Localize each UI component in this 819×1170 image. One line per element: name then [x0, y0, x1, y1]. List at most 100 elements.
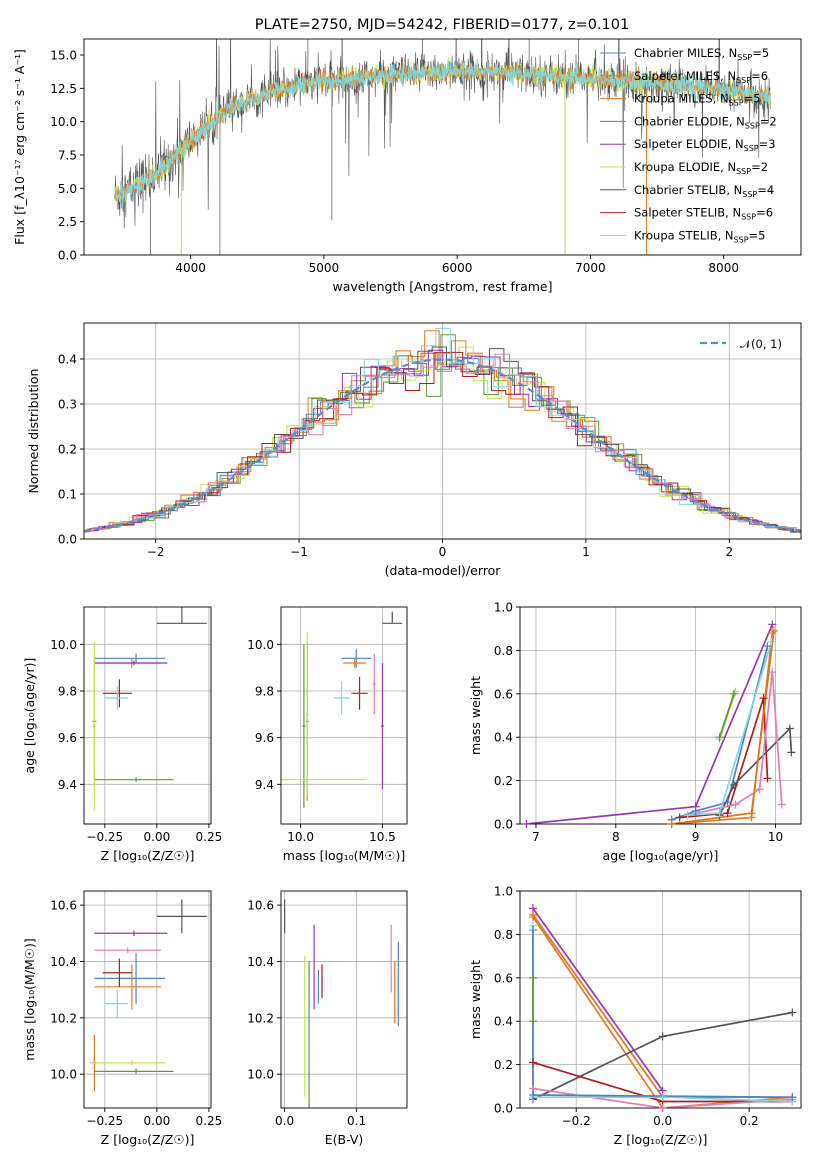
legend-model-name: Chabrier ELODIE: [634, 114, 729, 128]
legend-n-value: 5: [753, 92, 760, 106]
x-tick-label: 4000: [175, 261, 206, 275]
weight-point-marker: [788, 1008, 797, 1017]
y-tick-label: 7.5: [58, 149, 77, 163]
legend-equals: =: [757, 183, 767, 197]
y-tick-label: 0.2: [494, 774, 513, 788]
y-tick-label: 9.6: [255, 731, 274, 745]
y-tick-label: 10.4: [247, 955, 274, 969]
weight-point-marker: [787, 748, 796, 757]
weight-point-marker: [528, 1017, 537, 1026]
axes-frame: [280, 890, 408, 1109]
y-tick-label: 1.0: [494, 601, 513, 615]
weight-vs-metallicity-panel: −0.2 0.0 0.2 0.0 0.2 0.4 0.6 0.8 1.0 Z [log₁₀(Z/Z…: [468, 885, 802, 1147]
y-tick-label: 10.0: [50, 638, 77, 652]
x-axis-label: age [log₁₀(age/yr)]: [603, 848, 719, 863]
x-tick-label: −0.25: [86, 830, 123, 844]
legend-equals: =: [751, 69, 761, 83]
weight-point-marker: [767, 637, 776, 646]
weight-point-marker: [729, 689, 738, 698]
legend-equals: =: [744, 92, 754, 106]
y-tick-label: 0.0: [494, 818, 513, 832]
legend-n-label: , N: [726, 183, 742, 197]
weight-series-line: [532, 907, 664, 1092]
legend-subscript: SSP: [729, 99, 744, 108]
legend-equals: =: [756, 206, 766, 220]
axes-frame: [280, 606, 408, 825]
axes-frame: [83, 38, 802, 256]
x-tick-label: 2: [725, 545, 733, 559]
legend-model-name: Kroupa ELODIE: [634, 160, 720, 174]
residual-histogram-panel: −2 −1 0 1 2 0.0 0.1 0.2 0.3 0.4 (data-model)/error…: [26, 322, 802, 578]
mass-vs-extinction-panel: 0.0 0.1 10.0 10.2 10.4 10.6 E(B-V): [247, 890, 408, 1147]
axes-frame: [83, 890, 212, 1109]
mass-vs-metallicity-panel: −0.25 0.00 0.25 10.0 10.2 10.4 10.6 Z [log₁₀(Z/…: [22, 890, 223, 1147]
legend-subscript: SSP: [741, 213, 756, 222]
legend-n-label: , N: [720, 69, 736, 83]
weight-point-marker: [658, 1104, 667, 1112]
legend-subscript: SSP: [734, 235, 749, 244]
y-tick-label: 0.4: [494, 731, 513, 745]
spectrum-panel: 4000 5000 6000 7000 8000 0.0 2.5 5.0 7.5 10.0 12.5…: [12, 38, 802, 294]
y-tick-label: 10.2: [247, 1011, 274, 1025]
plot-area: [526, 624, 793, 824]
y-tick-label: 10.2: [50, 1011, 77, 1025]
legend-n-value: 4: [767, 183, 774, 197]
legend-subscript: SSP: [744, 144, 759, 153]
legend-entry: Salpeter STELIB, NSSP=6: [634, 206, 773, 222]
weight-point-marker: [723, 809, 732, 818]
y-tick-label: 10.4: [50, 955, 77, 969]
weight-series-line: [718, 693, 735, 738]
plot-area: [281, 611, 403, 808]
y-tick-label: 0.4: [58, 353, 77, 367]
y-tick-label: 10.0: [247, 1068, 274, 1082]
x-tick-label: 9: [692, 830, 700, 844]
legend-entry: Chabrier ELODIE, NSSP=2: [634, 114, 777, 130]
y-tick-label: 10.6: [50, 899, 77, 913]
legend-model-name: Kroupa MILES: [634, 92, 713, 106]
x-tick-label: 0.25: [196, 1114, 223, 1128]
weight-point-marker: [715, 809, 724, 818]
y-tick-label: 0.2: [494, 1058, 513, 1072]
legend-n-label: , N: [720, 160, 736, 174]
x-tick-label: 0.2: [740, 1114, 759, 1128]
figure-title: PLATE=2750, MJD=54242, FIBERID=0177, z=0…: [255, 17, 629, 33]
x-tick-label: −1: [290, 545, 308, 559]
y-axis-label: mass [log₁₀(M/M☉)]: [22, 938, 37, 1060]
weight-point-marker: [768, 668, 777, 677]
weight-point-marker: [667, 820, 676, 828]
y-tick-label: 0.0: [58, 533, 77, 547]
y-tick-label: 9.8: [255, 685, 274, 699]
legend-entry: Kroupa STELIB, NSSP=5: [634, 228, 766, 244]
weight-point-marker: [658, 1032, 667, 1041]
legend-subscript: SSP: [736, 167, 751, 176]
residual-histogram: [84, 327, 801, 532]
plot-area: [84, 327, 801, 533]
legend-model-name: Chabrier STELIB: [634, 183, 726, 197]
legend-entry: Chabrier STELIB, NSSP=4: [634, 183, 774, 199]
weight-point-marker: [715, 733, 724, 742]
axes-frame: [83, 606, 212, 825]
weight-point-marker: [691, 806, 700, 815]
legend-equals: =: [760, 114, 770, 128]
legend-subscript: SSP: [745, 121, 760, 130]
legend-equals: =: [759, 137, 769, 151]
y-tick-label: 9.6: [58, 731, 77, 745]
weight-series-line: [718, 726, 793, 816]
legend-model-name: Salpeter MILES: [634, 69, 720, 83]
y-tick-label: 10.6: [247, 899, 274, 913]
weight-point-marker: [788, 1093, 797, 1102]
y-axis-label: age [log₁₀(age/yr)]: [22, 658, 37, 774]
y-tick-label: 0.0: [58, 249, 77, 263]
legend-n-label: , N: [725, 206, 741, 220]
y-tick-label: 2.5: [58, 215, 77, 229]
x-axis-label: Z [log₁₀(Z/Z☉)]: [614, 1132, 708, 1147]
x-tick-label: 0.25: [196, 830, 223, 844]
legend-model-name: Salpeter ELODIE: [634, 137, 728, 151]
axes-frame: [519, 606, 802, 825]
x-tick-label: 6000: [442, 261, 473, 275]
legend-n-value: 2: [761, 160, 768, 174]
weight-series-line: [526, 624, 774, 824]
y-tick-label: 0.3: [58, 398, 77, 412]
normal-curve: [84, 358, 801, 533]
